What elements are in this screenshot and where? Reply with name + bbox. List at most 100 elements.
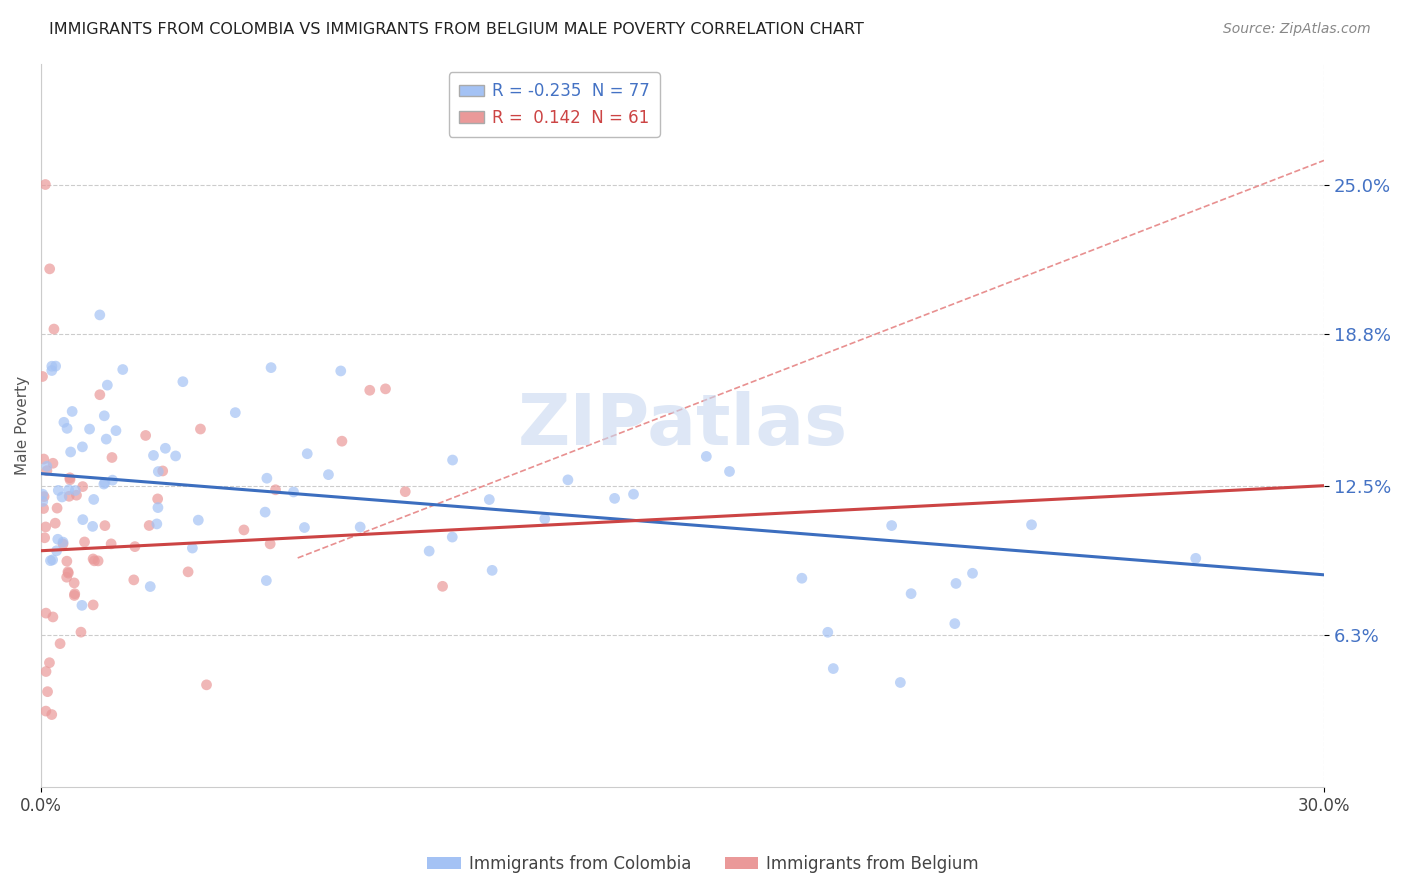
Point <box>56 565 79 579</box>
Point <box>42 322 65 336</box>
Point <box>359 384 381 398</box>
Point <box>96 432 118 446</box>
Point <box>82 552 104 566</box>
Point <box>31 494 53 508</box>
Text: ZIPatlas: ZIPatlas <box>517 391 848 460</box>
Point <box>165 449 187 463</box>
Point <box>943 616 966 631</box>
Point <box>294 520 316 534</box>
Point <box>880 518 903 533</box>
Point <box>146 516 169 531</box>
Point <box>146 500 169 515</box>
Point <box>124 540 146 554</box>
Point <box>93 477 115 491</box>
Point <box>177 565 200 579</box>
Point <box>962 566 984 581</box>
Point <box>135 428 157 442</box>
Point <box>224 406 246 420</box>
Point <box>82 598 104 612</box>
Point <box>83 492 105 507</box>
Point <box>72 513 94 527</box>
Point <box>394 484 416 499</box>
Point <box>35 606 58 620</box>
Point <box>34 520 56 534</box>
Point <box>73 535 96 549</box>
Point <box>254 505 277 519</box>
Point <box>39 554 62 568</box>
Point <box>94 475 117 490</box>
Point <box>349 520 371 534</box>
Point <box>695 450 717 464</box>
Point <box>51 490 73 504</box>
Point <box>31 369 53 384</box>
Point <box>35 464 58 478</box>
Point <box>32 490 55 504</box>
Point <box>945 576 967 591</box>
Point <box>49 637 72 651</box>
Point <box>478 492 501 507</box>
Point <box>56 421 79 435</box>
Point <box>65 483 87 498</box>
Point <box>718 465 741 479</box>
Point <box>60 404 83 418</box>
Point <box>56 554 79 568</box>
Point <box>41 553 63 567</box>
Point <box>259 537 281 551</box>
Point <box>35 704 58 718</box>
Point <box>441 453 464 467</box>
Point <box>146 491 169 506</box>
Point <box>623 487 645 501</box>
Point <box>481 563 503 577</box>
Point <box>155 442 177 456</box>
Point <box>45 543 67 558</box>
Point <box>172 375 194 389</box>
Point <box>264 483 287 497</box>
Point <box>329 364 352 378</box>
Point <box>31 487 53 501</box>
Point <box>35 665 58 679</box>
Point <box>38 656 60 670</box>
Point <box>41 363 63 377</box>
Point <box>374 382 396 396</box>
Point <box>63 589 86 603</box>
Point <box>52 535 75 549</box>
Text: IMMIGRANTS FROM COLOMBIA VS IMMIGRANTS FROM BELGIUM MALE POVERTY CORRELATION CHA: IMMIGRANTS FROM COLOMBIA VS IMMIGRANTS F… <box>49 22 865 37</box>
Point <box>148 465 170 479</box>
Point <box>59 445 82 459</box>
Point <box>330 434 353 449</box>
Point <box>82 519 104 533</box>
Point <box>32 452 55 467</box>
Point <box>35 459 58 474</box>
Point <box>318 467 340 482</box>
Point <box>93 409 115 423</box>
Legend: Immigrants from Colombia, Immigrants from Belgium: Immigrants from Colombia, Immigrants fro… <box>420 848 986 880</box>
Point <box>42 610 65 624</box>
Point <box>1021 517 1043 532</box>
Point <box>432 579 454 593</box>
Point <box>283 484 305 499</box>
Point <box>65 488 87 502</box>
Point <box>45 359 67 373</box>
Point <box>63 587 86 601</box>
Point <box>70 599 93 613</box>
Point <box>32 501 55 516</box>
Point <box>44 516 66 531</box>
Point <box>823 662 845 676</box>
Point <box>190 422 212 436</box>
Point <box>58 489 80 503</box>
Point <box>52 415 75 429</box>
Y-axis label: Male Poverty: Male Poverty <box>15 376 30 475</box>
Point <box>83 554 105 568</box>
Point <box>260 360 283 375</box>
Point <box>89 388 111 402</box>
Point <box>297 447 319 461</box>
Point <box>254 574 277 588</box>
Point <box>900 587 922 601</box>
Point <box>46 533 69 547</box>
Point <box>101 473 124 487</box>
Point <box>889 675 911 690</box>
Point <box>104 424 127 438</box>
Point <box>122 573 145 587</box>
Point <box>181 541 204 555</box>
Point <box>52 537 75 551</box>
